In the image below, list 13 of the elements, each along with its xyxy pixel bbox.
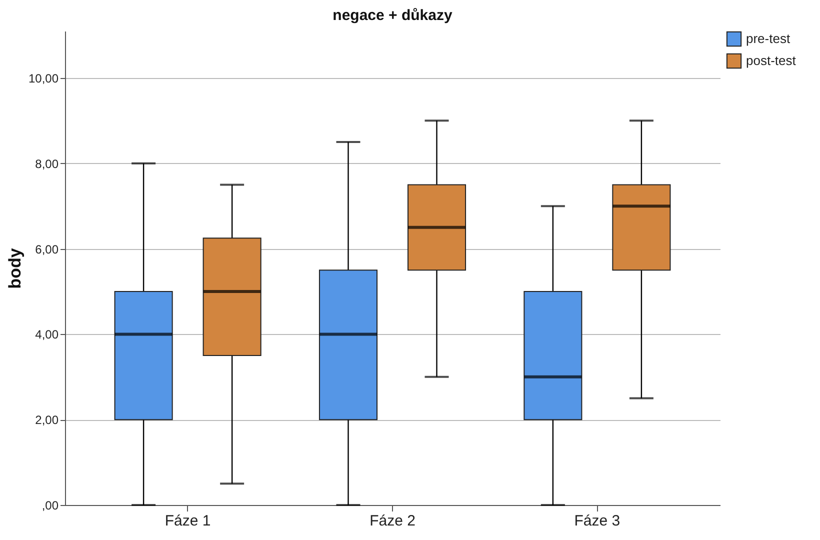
chart-title: negace + důkazy <box>332 7 453 24</box>
x-tick-label: Fáze 3 <box>574 512 620 530</box>
legend-label: post-test <box>746 53 796 68</box>
legend-label: pre-test <box>746 31 790 46</box>
y-tick-label: 4,00 <box>35 328 59 342</box>
x-tick-label: Fáze 2 <box>370 512 416 530</box>
y-tick-label: ,00 <box>42 498 59 512</box>
y-tick-label: 10,00 <box>28 71 59 86</box>
y-axis-title: body <box>5 248 24 289</box>
y-tick-label: 8,00 <box>35 156 59 171</box>
y-tick-label: 6,00 <box>35 242 59 256</box>
x-tick-label: Fáze 1 <box>164 512 211 530</box>
y-tick-label: 2,00 <box>35 413 59 428</box>
